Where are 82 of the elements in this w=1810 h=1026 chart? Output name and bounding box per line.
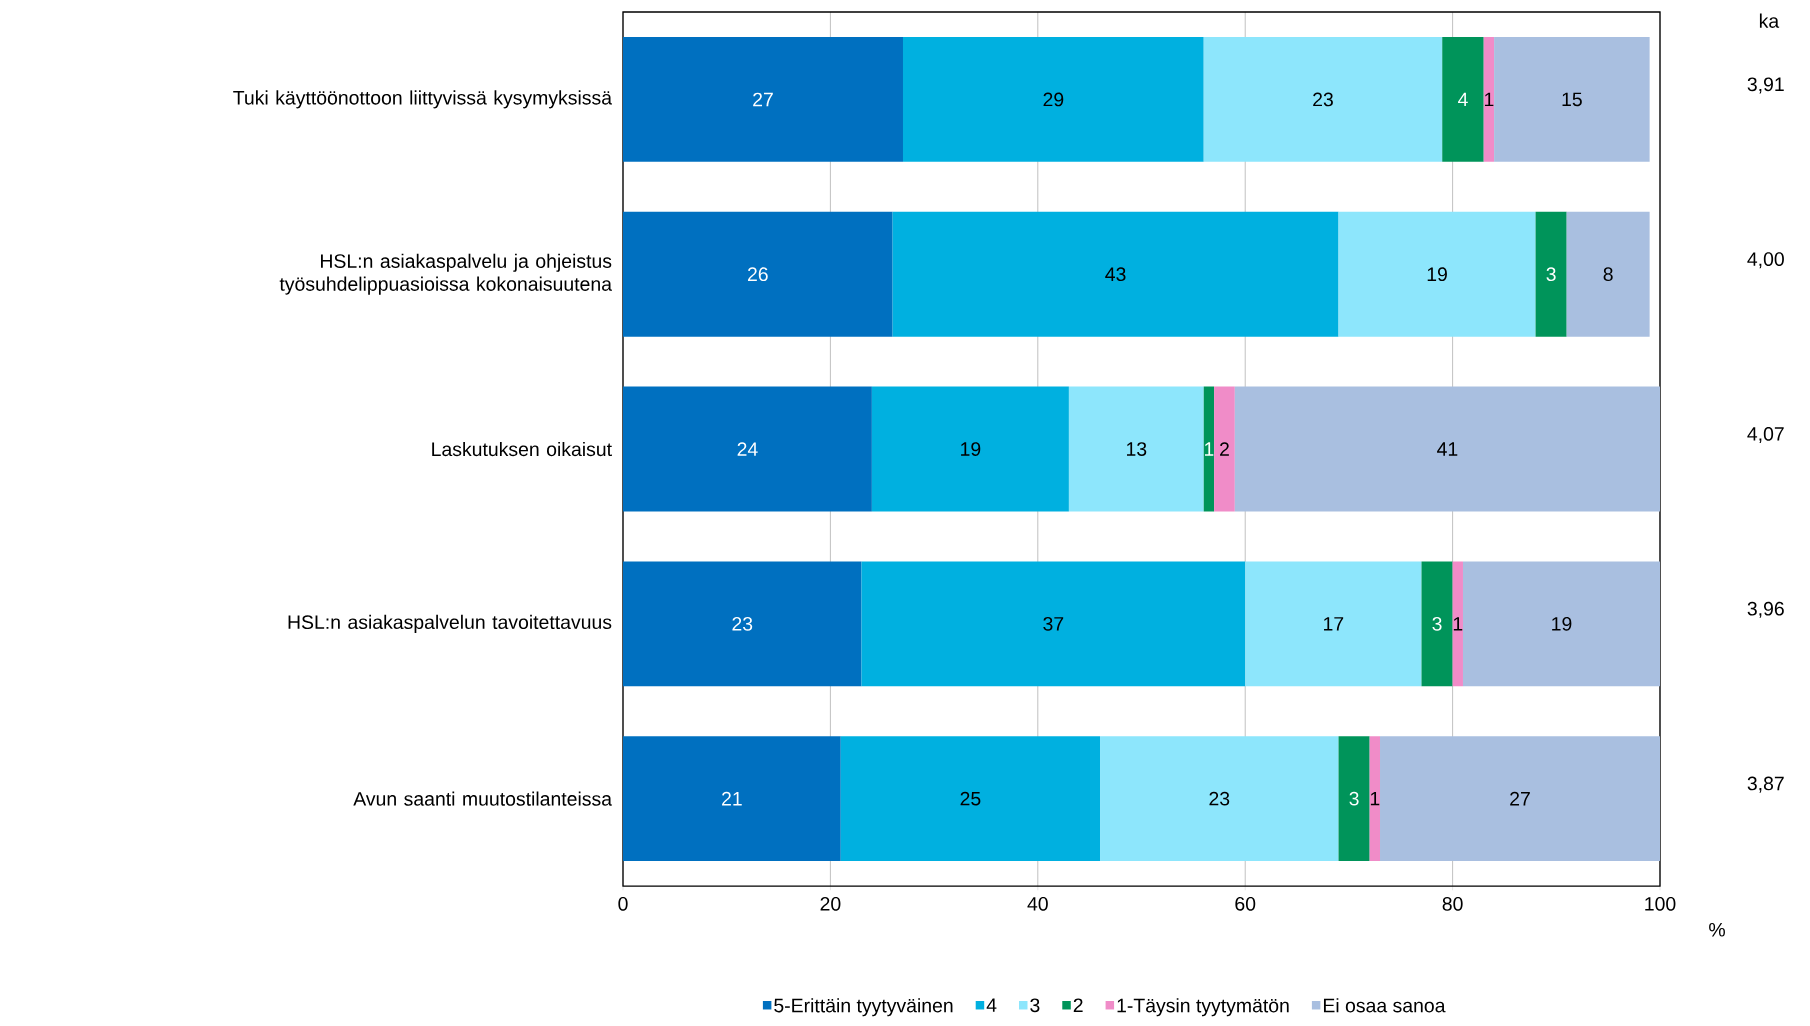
y-tick-label: HSL:n asiakaspalvelu ja ohjeistus työsuhdelippuasioissa kokonaisuutena — [279, 253, 612, 295]
bar — [861, 561, 1246, 687]
data-label: 25 — [960, 791, 981, 806]
data-label: 19 — [1427, 267, 1447, 282]
data-label: 41 — [1437, 442, 1458, 456]
legend-label: Ei osaa sanoa — [1323, 998, 1446, 1013]
data-label: 1 — [1484, 92, 1494, 107]
bar — [1380, 736, 1660, 862]
data-label: 37 — [1043, 616, 1064, 631]
legend-label: 1-Täysin tyytymätön — [1117, 998, 1289, 1017]
y-tick-label: Avun saanti muutostilanteissa — [353, 791, 613, 806]
x-axis-title: % — [1709, 922, 1725, 937]
bar — [1483, 37, 1495, 162]
text: 3,91 — [1747, 77, 1784, 94]
bar — [1234, 386, 1660, 512]
bar — [1462, 561, 1660, 687]
data-label: 21 — [722, 791, 742, 806]
bar — [1068, 386, 1204, 512]
legend-label: 4 — [986, 998, 997, 1012]
bar — [1452, 561, 1463, 687]
bar — [1494, 37, 1650, 162]
text: 3,87 — [1747, 776, 1784, 793]
data-label: 3 — [1432, 616, 1442, 631]
x-tick-label: 80 — [1442, 896, 1463, 911]
bar — [892, 211, 1339, 337]
bar — [871, 386, 1069, 512]
data-label: 8 — [1603, 267, 1613, 282]
data-label: 27 — [1510, 791, 1530, 806]
x-tick-label: 60 — [1235, 896, 1256, 911]
legend-label: 5-Erittäin tyytyväinen — [774, 998, 953, 1017]
data-label: 1 — [1453, 617, 1463, 631]
bar — [1369, 736, 1381, 862]
data-label: 23 — [1313, 92, 1333, 107]
x-tick-label: 100 — [1645, 896, 1676, 911]
text: 4,00 — [1747, 252, 1784, 269]
data-label: 24 — [737, 442, 758, 456]
bar — [623, 37, 903, 162]
data-label: 19 — [961, 442, 981, 456]
bar — [1338, 736, 1370, 862]
data-label: 26 — [747, 267, 768, 282]
data-label: 23 — [1209, 791, 1230, 806]
data-label: 1 — [1204, 442, 1214, 456]
bar — [902, 37, 1204, 162]
data-label: 29 — [1043, 92, 1064, 107]
data-label: 3 — [1349, 791, 1359, 806]
bar — [623, 211, 893, 337]
bar — [1245, 561, 1422, 687]
bar — [1421, 561, 1453, 687]
x-tick-label: 20 — [820, 896, 841, 911]
bar — [1203, 37, 1443, 162]
bar — [1535, 211, 1567, 337]
bar — [623, 386, 872, 512]
bar — [840, 736, 1101, 862]
y-tick-label: Laskutuksen oikaisut — [432, 441, 612, 457]
y-tick-label: HSL:n asiakaspalvelun tavoitettavuus — [288, 614, 612, 633]
bar — [1214, 386, 1235, 512]
x-tick-label: 0 — [618, 896, 628, 911]
data-label: 15 — [1562, 92, 1582, 107]
data-label: 1 — [1370, 791, 1380, 806]
data-label: 13 — [1127, 442, 1147, 456]
bar — [1100, 736, 1339, 862]
data-label: 2 — [1220, 442, 1229, 456]
bar — [1338, 211, 1536, 337]
legend-label: 3 — [1030, 998, 1040, 1013]
data-label: 3 — [1546, 267, 1556, 282]
data-label: 4 — [1458, 92, 1468, 107]
bar — [1442, 37, 1484, 162]
legend-label: 2 — [1073, 998, 1083, 1012]
bar — [623, 561, 862, 687]
bar — [623, 736, 841, 862]
data-label: 27 — [753, 92, 773, 107]
x-tick-label: 40 — [1027, 896, 1048, 911]
y-tick-label: Tuki käyttöönottoon liittyvissä kysymyksissä — [233, 90, 613, 109]
data-label: 43 — [1105, 267, 1126, 282]
data-label: 23 — [732, 616, 753, 631]
data-label: 19 — [1552, 616, 1572, 631]
text: 4,07 — [1747, 427, 1784, 444]
bar — [1566, 211, 1650, 337]
text: 3,96 — [1747, 601, 1784, 618]
text: ka — [1759, 13, 1780, 28]
bar — [1203, 386, 1215, 512]
data-label: 17 — [1324, 617, 1344, 631]
